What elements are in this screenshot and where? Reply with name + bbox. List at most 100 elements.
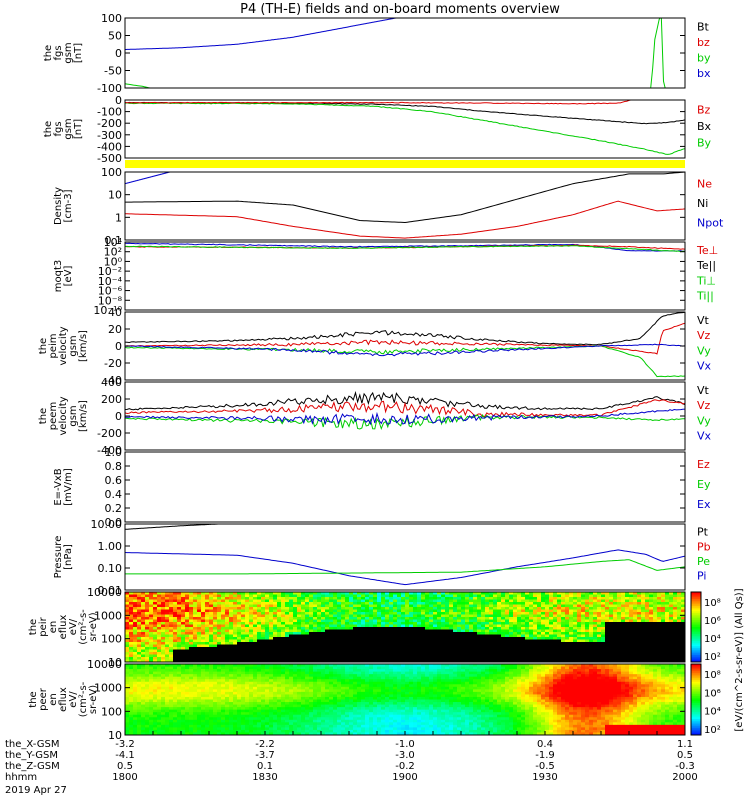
heatmap-cell — [221, 709, 226, 713]
heatmap-cell — [661, 634, 666, 638]
heatmap-cell — [525, 619, 530, 623]
heatmap-cell — [537, 654, 542, 658]
heatmap-cell — [417, 634, 422, 638]
heatmap-cell — [309, 629, 314, 633]
heatmap-cell — [681, 612, 686, 615]
heatmap-cell — [585, 642, 590, 645]
heatmap-cell — [189, 704, 194, 708]
heatmap-cell — [265, 627, 270, 630]
heatmap-cell — [669, 602, 674, 605]
heatmap-cell — [661, 629, 666, 633]
heatmap-cell — [229, 717, 234, 721]
heatmap-cell — [157, 709, 162, 713]
heatmap-cell — [645, 599, 650, 603]
heatmap-cell — [305, 657, 310, 660]
heatmap-cell — [181, 719, 186, 723]
heatmap-cell — [153, 657, 158, 660]
heatmap-cell — [133, 702, 138, 706]
heatmap-cell — [405, 597, 410, 600]
heatmap-cell — [421, 594, 426, 598]
heatmap-cell — [273, 629, 278, 633]
heatmap-cell — [237, 684, 242, 688]
heatmap-cell — [301, 659, 306, 663]
heatmap-cell — [217, 594, 222, 598]
heatmap-cell — [641, 617, 646, 620]
heatmap-cell — [445, 639, 450, 643]
heatmap-cell — [153, 617, 158, 620]
heatmap-cell — [149, 691, 154, 695]
heatmap-cell — [237, 702, 242, 706]
heatmap-cell — [325, 629, 330, 633]
heatmap-cell — [401, 659, 406, 663]
heatmap-cell — [301, 644, 306, 648]
heatmap-cell — [365, 597, 370, 600]
heatmap-cell — [129, 712, 134, 716]
heatmap-cell — [233, 644, 238, 648]
heatmap-cell — [561, 627, 566, 630]
heatmap-cell — [213, 717, 218, 721]
heatmap-cell — [221, 644, 226, 648]
heatmap-cell — [553, 612, 558, 615]
heatmap-cell — [493, 647, 498, 650]
heatmap-cell — [197, 642, 202, 645]
heatmap-cell — [441, 599, 446, 603]
heatmap-cell — [189, 714, 194, 718]
heatmap-cell — [257, 607, 262, 610]
heatmap-cell — [493, 639, 498, 643]
heatmap-cell — [197, 702, 202, 706]
heatmap-cell — [257, 592, 262, 595]
heatmap-cell — [225, 684, 230, 688]
heatmap-cell — [461, 634, 466, 638]
heatmap-cell — [429, 642, 434, 645]
heatmap-cell — [389, 654, 394, 658]
heatmap-cell — [453, 592, 458, 595]
heatmap-cell — [241, 609, 246, 613]
heatmap-cell — [485, 599, 490, 603]
heatmap-cell — [457, 597, 462, 600]
heatmap-cell — [613, 607, 618, 610]
heatmap-cell — [137, 684, 142, 688]
heatmap-cell — [213, 722, 218, 726]
heatmap-cell — [485, 594, 490, 598]
heatmap-cell — [169, 629, 174, 633]
heatmap-cell — [457, 659, 462, 663]
heatmap-cell — [133, 602, 138, 605]
heatmap-cell — [361, 649, 366, 653]
heatmap-cell — [273, 649, 278, 653]
heatmap-cell — [453, 657, 458, 660]
heatmap-cell — [429, 637, 434, 640]
heatmap-cell — [145, 699, 150, 703]
heatmap-cell — [481, 614, 486, 618]
heatmap-cell — [613, 627, 618, 630]
heatmap-cell — [445, 629, 450, 633]
heatmap-cell — [425, 629, 430, 633]
heatmap-cell — [469, 607, 474, 610]
heatmap-cell — [417, 624, 422, 628]
heatmap-cell — [505, 659, 510, 663]
heatmap-cell — [609, 602, 614, 605]
heatmap-cell — [581, 654, 586, 658]
y-tick-label: -300 — [97, 129, 122, 142]
heatmap-cell — [469, 632, 474, 635]
heatmap-cell — [193, 594, 198, 598]
heatmap-cell — [297, 607, 302, 610]
heatmap-cell — [485, 632, 490, 635]
heatmap-cell — [305, 647, 310, 650]
heatmap-cell — [473, 622, 478, 625]
heatmap-cell — [161, 617, 166, 620]
heatmap-cell — [153, 714, 158, 718]
heatmap-cell — [217, 712, 222, 716]
heatmap-cell — [477, 632, 482, 635]
heatmap-cell — [645, 649, 650, 653]
heatmap-cell — [225, 714, 230, 718]
heatmap-cell — [269, 649, 274, 653]
heatmap-cell — [201, 664, 206, 668]
heatmap-cell — [329, 617, 334, 620]
heatmap-cell — [161, 679, 166, 683]
heatmap-cell — [261, 642, 266, 645]
heatmap-cell — [321, 647, 326, 650]
heatmap-cell — [137, 622, 142, 625]
heatmap-cell — [529, 619, 534, 623]
heatmap-cell — [333, 642, 338, 645]
heatmap-cell — [473, 612, 478, 615]
